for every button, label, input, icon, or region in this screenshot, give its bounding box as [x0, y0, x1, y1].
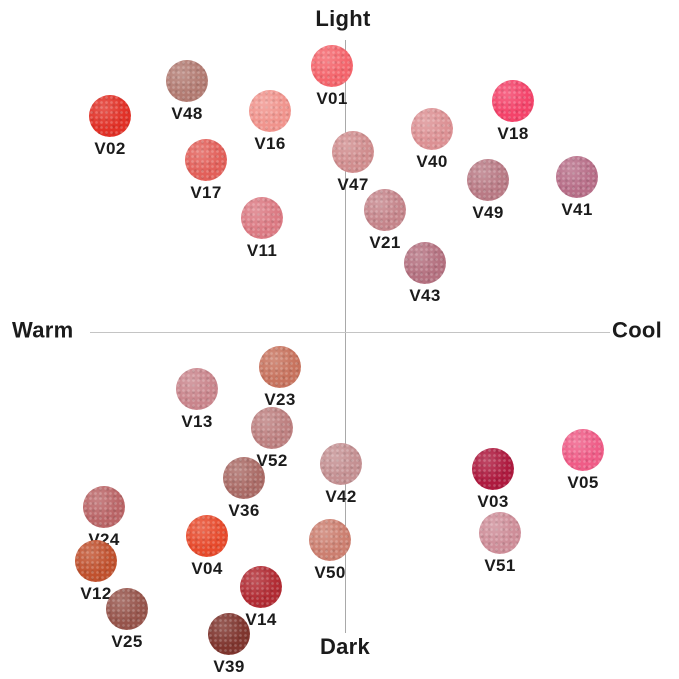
swatch-label-v14: V14 [245, 610, 277, 629]
swatch-label-v23: V23 [264, 390, 296, 409]
swatch-label-v40: V40 [416, 152, 448, 171]
swatch-v14 [240, 566, 282, 608]
swatch-v36 [223, 457, 265, 499]
axis-label-dark: Dark [319, 634, 371, 659]
swatch-label-v12: V12 [80, 584, 112, 603]
swatch-label-v39: V39 [213, 657, 245, 676]
swatch-v24 [83, 486, 125, 528]
swatch-v42 [320, 443, 362, 485]
swatch-v51 [479, 512, 521, 554]
swatch-v52 [251, 407, 293, 449]
swatch-v21 [364, 189, 406, 231]
swatch-v48 [166, 60, 208, 102]
swatch-v03 [472, 448, 514, 490]
swatch-label-v18: V18 [497, 124, 529, 143]
swatch-label-v49: V49 [472, 203, 504, 222]
swatch-v50 [309, 519, 351, 561]
swatch-v05 [562, 429, 604, 471]
swatch-label-v51: V51 [484, 556, 516, 575]
swatch-v01 [311, 45, 353, 87]
swatch-v23 [259, 346, 301, 388]
swatch-label-v48: V48 [171, 104, 203, 123]
swatch-label-v21: V21 [369, 233, 401, 252]
swatch-v13 [176, 368, 218, 410]
swatch-label-v25: V25 [111, 632, 143, 651]
swatch-label-v17: V17 [190, 183, 222, 202]
swatch-v16 [249, 90, 291, 132]
swatch-v02 [89, 95, 131, 137]
swatch-v47 [332, 131, 374, 173]
swatch-label-v42: V42 [325, 487, 357, 506]
axis-label-warm: Warm [12, 317, 74, 343]
axis-label-light: Light [315, 6, 371, 31]
swatch-v43 [404, 242, 446, 284]
swatch-label-v01: V01 [316, 89, 348, 108]
swatch-label-v43: V43 [409, 286, 441, 305]
swatch-label-v04: V04 [191, 559, 223, 578]
swatch-label-v11: V11 [246, 241, 278, 260]
swatch-label-v03: V03 [477, 492, 509, 511]
swatch-label-v52: V52 [256, 451, 288, 470]
swatch-v11 [241, 197, 283, 239]
swatch-v04 [186, 515, 228, 557]
swatch-v41 [556, 156, 598, 198]
horizontal-axis-line [90, 332, 610, 333]
swatch-label-v13: V13 [181, 412, 213, 431]
swatch-label-v16: V16 [254, 134, 286, 153]
swatch-label-v50: V50 [314, 563, 346, 582]
swatch-label-v47: V47 [337, 175, 369, 194]
axis-label-cool: Cool [612, 317, 663, 343]
swatch-v39 [208, 613, 250, 655]
swatch-v18 [492, 80, 534, 122]
swatch-label-v05: V05 [567, 473, 599, 492]
swatch-label-v41: V41 [561, 200, 593, 219]
swatch-v17 [185, 139, 227, 181]
swatch-v12 [75, 540, 117, 582]
swatch-label-v02: V02 [94, 139, 126, 158]
swatch-label-v36: V36 [228, 501, 260, 520]
swatch-v25 [106, 588, 148, 630]
swatch-v49 [467, 159, 509, 201]
vertical-axis-line [345, 40, 346, 633]
swatch-v40 [411, 108, 453, 150]
